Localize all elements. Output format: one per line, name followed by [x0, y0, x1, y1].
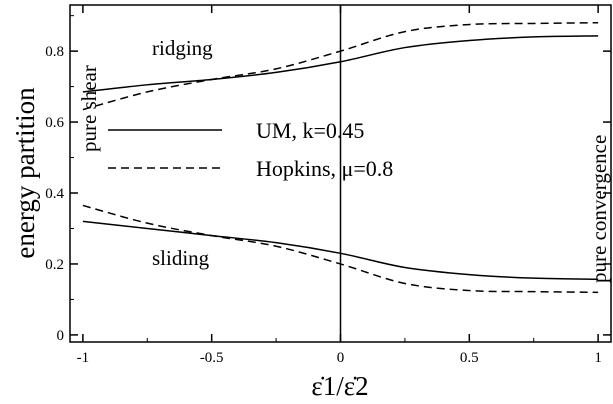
axis-ticks	[70, 5, 611, 342]
axis-tick-labels: -1 -0.5 0 0.5 1 0 0.2 0.4 0.6 0.8	[45, 44, 602, 366]
ridging-label: ridging	[152, 36, 213, 60]
ridging-solid-line	[82, 35, 599, 93]
x-axis-label: ε̇1/ε̇2	[311, 371, 368, 401]
y-tick-label: 0.2	[45, 257, 64, 273]
x-tick-label: -0.5	[200, 350, 224, 366]
y-tick-label: 0.6	[45, 115, 64, 131]
legend-label-um: UM, k=0.45	[256, 118, 364, 143]
sliding-label: sliding	[152, 246, 210, 270]
y-tick-label: 0.8	[45, 44, 64, 60]
y-tick-label: 0	[57, 328, 65, 344]
y-tick-label: 0.4	[45, 186, 64, 202]
ridging-dashed-line	[82, 21, 599, 111]
pure-convergence-label: pure convergence	[587, 135, 611, 283]
sliding-solid-line	[82, 220, 599, 280]
x-tick-label: 0.5	[460, 350, 479, 366]
sliding-dashed-line	[82, 204, 599, 294]
x-tick-label: 1	[594, 350, 602, 366]
series-group	[82, 21, 599, 294]
legend: UM, k=0.45 Hopkins, μ=0.8	[108, 118, 393, 181]
pure-shear-label: pure shear	[77, 65, 101, 152]
legend-label-hopkins: Hopkins, μ=0.8	[256, 156, 393, 181]
x-tick-label: 0	[337, 350, 345, 366]
x-tick-label: -1	[77, 350, 90, 366]
y-axis-label: energy partition	[10, 87, 40, 259]
